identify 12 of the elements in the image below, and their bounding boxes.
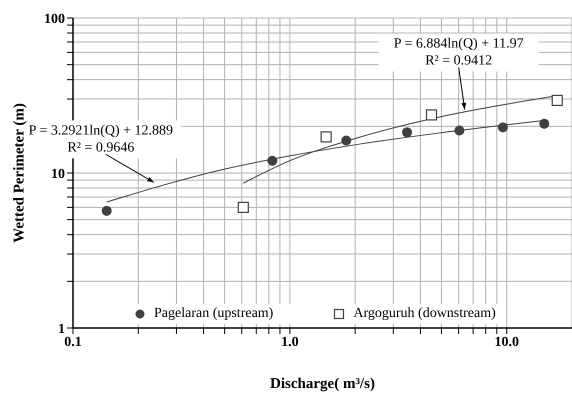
x-axis-title: Discharge( m³/s) — [270, 376, 375, 392]
y-tick-label: 1 — [58, 322, 65, 337]
y-tick-label: 10 — [51, 166, 65, 182]
y-axis-title: Wetted Perimeter (m) — [11, 103, 28, 243]
x-tick-label: 10.0 — [494, 334, 519, 350]
x-tick-label: 1.0 — [281, 334, 299, 350]
x-tick-label: 0.1 — [64, 334, 82, 350]
legend-label: Argoguruh (downstream) — [353, 306, 496, 322]
legend-label: Pagelaran (upstream) — [154, 306, 274, 322]
y-tick-label: 100 — [44, 12, 65, 27]
annotation: P = 6.884ln(Q) + 11.97 R² = 0.9412 — [394, 36, 524, 68]
annotation: P = 3.2921ln(Q) + 12.889 R² = 0.9646 — [28, 123, 174, 156]
